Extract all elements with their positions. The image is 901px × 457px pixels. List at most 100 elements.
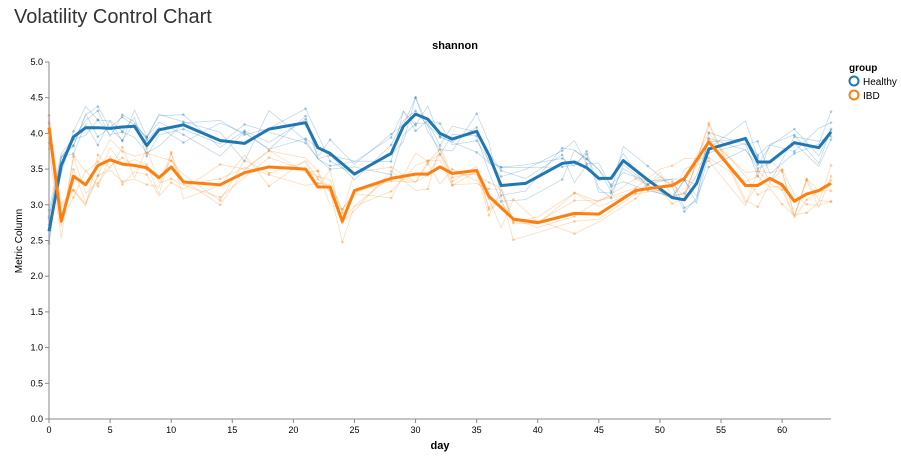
subject-point bbox=[634, 177, 637, 180]
subject-point bbox=[646, 183, 650, 187]
subject-point bbox=[72, 155, 75, 158]
subject-point bbox=[707, 131, 711, 134]
subject-point bbox=[243, 159, 246, 163]
subject-point bbox=[218, 177, 222, 181]
subject-point bbox=[243, 129, 246, 133]
subject-point bbox=[805, 177, 808, 181]
subject-point bbox=[121, 130, 124, 134]
subject-point bbox=[389, 196, 393, 200]
subject-point bbox=[267, 149, 271, 153]
subject-point bbox=[585, 157, 588, 160]
subject-point bbox=[328, 159, 332, 163]
subject-point bbox=[560, 165, 564, 169]
y-tick-label: 5.0 bbox=[30, 57, 43, 67]
subject-point bbox=[793, 127, 796, 131]
subject-point bbox=[487, 208, 491, 212]
subject-line bbox=[48, 138, 832, 239]
subject-point bbox=[267, 149, 271, 152]
subject-point bbox=[389, 143, 393, 147]
subject-point bbox=[707, 156, 711, 160]
x-tick-label: 25 bbox=[349, 425, 359, 435]
x-tick-label: 30 bbox=[411, 425, 421, 435]
subject-point bbox=[756, 163, 759, 167]
subject-point bbox=[218, 199, 222, 202]
subject-point bbox=[169, 177, 173, 181]
subject-point bbox=[182, 120, 185, 124]
subject-point bbox=[72, 188, 75, 191]
subject-point bbox=[340, 207, 344, 211]
subject-point bbox=[793, 150, 796, 153]
y-tick-label: 2.0 bbox=[30, 271, 43, 281]
subject-point bbox=[72, 168, 75, 171]
subject-point bbox=[304, 114, 307, 118]
legend-entry-healthy[interactable]: Healthy bbox=[848, 75, 897, 89]
subject-point bbox=[512, 220, 515, 223]
subject-point bbox=[707, 159, 711, 163]
subject-point bbox=[96, 143, 100, 147]
subject-point bbox=[560, 146, 564, 150]
subject-point bbox=[96, 109, 100, 113]
subject-point bbox=[780, 202, 784, 206]
subject-point bbox=[328, 167, 332, 171]
subject-point bbox=[169, 159, 173, 162]
subject-point bbox=[414, 122, 417, 125]
y-tick-label: 1.0 bbox=[30, 343, 43, 353]
subject-point bbox=[96, 173, 100, 177]
subject-point bbox=[499, 165, 503, 169]
subject-point bbox=[573, 220, 576, 223]
legend-entry-ibd[interactable]: IBD bbox=[848, 89, 880, 103]
series-line-ibd[interactable] bbox=[47, 127, 832, 225]
subject-line bbox=[48, 105, 832, 219]
subject-point bbox=[780, 170, 784, 174]
subject-line bbox=[48, 122, 832, 225]
subject-point bbox=[389, 179, 393, 183]
series-line-healthy[interactable] bbox=[47, 112, 833, 232]
subject-point bbox=[805, 198, 808, 201]
subject-point bbox=[487, 187, 491, 191]
subject-point bbox=[426, 162, 430, 166]
subject-point bbox=[487, 181, 491, 184]
subject-point bbox=[756, 169, 759, 173]
subject-point bbox=[145, 136, 149, 140]
subject-point bbox=[121, 139, 124, 143]
subject-point bbox=[829, 129, 833, 132]
subject-point bbox=[414, 96, 417, 99]
subject-line bbox=[48, 105, 832, 225]
subject-point bbox=[96, 160, 100, 164]
y-tick-label: 2.5 bbox=[30, 236, 43, 246]
subject-point bbox=[707, 123, 711, 127]
subject-point bbox=[829, 134, 833, 138]
subject-point bbox=[389, 132, 393, 136]
subject-point bbox=[340, 211, 344, 215]
subject-point bbox=[512, 221, 515, 225]
subject-point bbox=[829, 199, 833, 203]
subject-point bbox=[756, 139, 759, 143]
subject-point bbox=[585, 152, 588, 156]
subject-point bbox=[756, 174, 759, 178]
page-title: Volatility Control Chart bbox=[14, 6, 212, 28]
subject-point bbox=[756, 167, 759, 170]
subject-point bbox=[756, 193, 759, 196]
subject-point bbox=[829, 200, 833, 204]
x-axis: 0 5 10 15 20 25 30 35 40 45 50 55 60 bbox=[46, 418, 831, 435]
subject-point bbox=[475, 126, 478, 129]
subject-point bbox=[316, 177, 320, 181]
subject-point bbox=[145, 183, 149, 186]
subject-point bbox=[267, 156, 271, 159]
subject-point bbox=[450, 180, 454, 183]
subject-point bbox=[121, 145, 124, 149]
subject-point bbox=[756, 175, 759, 178]
subject-point bbox=[829, 164, 833, 167]
x-tick-label: 45 bbox=[594, 425, 604, 435]
subject-point bbox=[426, 160, 430, 163]
legend-swatch-healthy bbox=[848, 75, 860, 87]
legend-swatch-ibd bbox=[848, 89, 860, 101]
subject-point bbox=[475, 150, 478, 154]
subject-point bbox=[218, 163, 222, 166]
subject-point bbox=[487, 206, 491, 210]
subject-point bbox=[145, 154, 149, 158]
subject-point bbox=[499, 169, 503, 172]
subject-point bbox=[512, 238, 515, 242]
y-axis-label: Metric Column bbox=[14, 209, 25, 273]
subject-point bbox=[169, 150, 173, 154]
